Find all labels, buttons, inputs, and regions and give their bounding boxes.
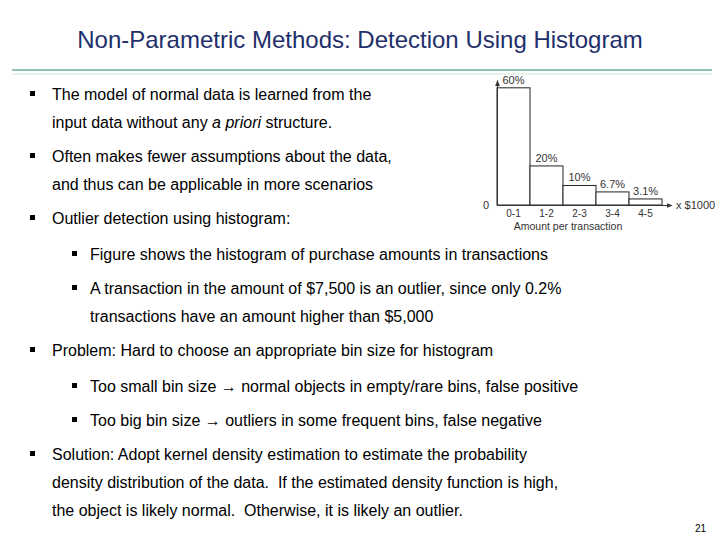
data-label: 10% [568,171,590,183]
x-tick-label: 3-4 [605,208,620,219]
bullet-marker [72,285,77,290]
bullet-marker [30,347,35,352]
x-tick-label: 4-5 [638,208,653,219]
title: Non-Parametric Methods: Detection Using … [77,26,643,53]
title-rule-thin [12,74,712,75]
text-run: Figure shows the histogram of purchase a… [90,246,548,263]
bullet-text: transactions have an amount higher than … [90,308,433,325]
text-run: Solution: Adopt kernel density estimatio… [52,446,527,463]
bullet-text: The model of normal data is learned from… [52,86,371,103]
plot-area [497,88,662,205]
text-run: structure. [261,114,332,131]
data-label: 60% [502,74,524,86]
bullet-text: Too small bin size → normal objects in e… [90,378,578,395]
bullet-marker [30,215,35,220]
data-label: 6.7% [600,178,625,190]
bullet-text: Outlier detection using histogram: [52,210,290,227]
x-axis-arrow [662,205,672,206]
y-axis-line [497,81,498,206]
x-tick-label: 1-2 [539,208,554,219]
bullet-text: Solution: Adopt kernel density estimatio… [52,446,527,463]
bar [530,166,563,205]
bullet-text: Problem: Hard to choose an appropriate b… [52,342,493,359]
bullet-text: density distribution of the data. If the… [52,474,558,491]
text-run: input data without any [52,114,212,131]
bar [629,199,662,205]
bullet-marker [30,451,35,456]
bullet-text: input data without any a priori structur… [52,114,332,131]
y-tick: 0 [483,199,497,211]
bullet-marker [72,383,77,388]
text-run: transactions have an amount higher than … [90,308,433,325]
y-axis: 0 [483,81,498,212]
bullet-marker [30,153,35,158]
text-run: a priori [212,114,261,131]
x-axis-title: Amount per transaction [514,220,623,232]
bullet-text: the object is likely normal. Otherwise, … [52,502,463,519]
y-tick-label: 0 [483,199,489,211]
bullet-text: A transaction in the amount of $7,500 is… [90,280,561,297]
text-run: The model of normal data is learned from… [52,86,371,103]
bar [563,185,596,205]
text-run: Outlier detection using histogram: [52,210,290,227]
bar [596,192,629,205]
x-axis: 0-1 1-2 2-3 3-4 4-5 [498,205,663,219]
x-tick: 0-1 [506,205,521,219]
bullet-text: and thus can be applicable in more scena… [52,176,373,193]
bullet-text: Figure shows the histogram of purchase a… [90,246,548,263]
x-tick: 3-4 [605,205,620,219]
text-run: Too big bin size → outliers in some freq… [90,412,542,429]
text-run: A transaction in the amount of $7,500 is… [90,280,561,297]
bar [497,88,530,205]
x-tick-label: 2-3 [572,208,587,219]
annotation: x $1000 [676,199,715,211]
title-rule [12,69,712,71]
data-label: 20% [535,152,557,164]
bullet-marker [30,91,35,96]
chart: 0 0-1 1-2 2-3 3-4 4-5 60% 20% 10% 6.7% 3.1% Amount … [483,74,715,232]
x-axis-line [498,205,663,206]
text-run: Too small bin size → normal objects in e… [90,378,578,395]
text-run: Often makes fewer assumptions about the … [52,148,392,165]
bullet-marker [72,251,77,256]
data-label: 3.1% [633,185,658,197]
text-run: and thus can be applicable in more scena… [52,176,373,193]
page-number: 21 [695,523,707,534]
x-tick: 4-5 [638,205,653,219]
slide: Non-Parametric Methods: Detection Using … [0,0,720,540]
bullet-text: Often makes fewer assumptions about the … [52,148,392,165]
text-run: Problem: Hard to choose an appropriate b… [52,342,493,359]
x-tick-label: 0-1 [506,208,521,219]
x-tick: 2-3 [572,205,587,219]
bullet-text: Too big bin size → outliers in some freq… [90,412,542,429]
x-tick: 1-2 [539,205,554,219]
text-run: the object is likely normal. Otherwise, … [52,502,463,519]
bullet-marker [72,417,77,422]
text-run: density distribution of the data. If the… [52,474,558,491]
